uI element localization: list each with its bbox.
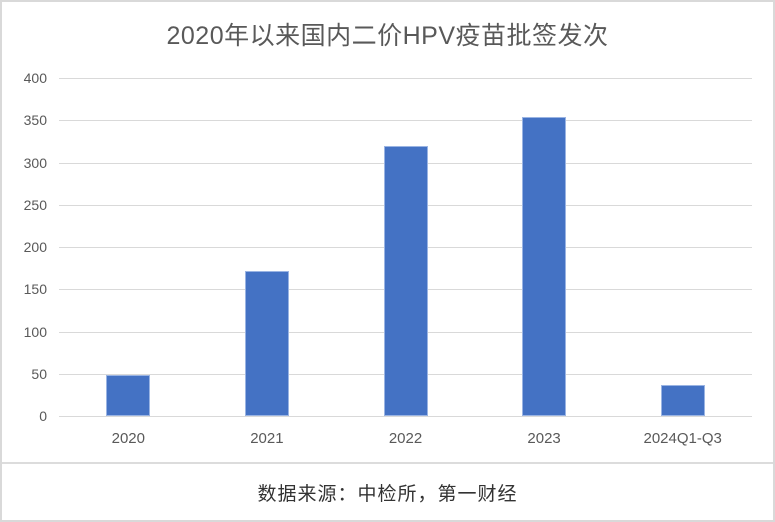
y-tick-label-50: 50 [31, 365, 47, 382]
gridline-350 [59, 120, 752, 122]
bar-2023 [522, 116, 567, 416]
y-tick-label-0: 0 [39, 408, 47, 424]
x-tick-label-2024Q1-Q3: 2024Q1-Q3 [643, 430, 722, 447]
x-tick-label-2021: 2021 [250, 430, 284, 447]
y-tick-label-150: 150 [23, 281, 47, 298]
bar-2020 [106, 375, 151, 416]
y-tick-label-400: 400 [23, 70, 47, 86]
y-tick-label-350: 350 [23, 112, 47, 129]
footer-separator [2, 462, 773, 464]
bar-2024Q1-Q3 [660, 384, 705, 416]
chart-title: 2020年以来国内二价HPV疫苗批签发次 [166, 22, 609, 50]
y-tick-label-250: 250 [23, 196, 47, 213]
y-tick-label-300: 300 [23, 154, 47, 171]
bar-2021 [244, 270, 289, 416]
gridline-0 [59, 416, 752, 417]
y-tick-label-200: 200 [23, 239, 47, 255]
x-tick-label-2022: 2022 [388, 430, 423, 447]
data-source-note: 数据来源：中检所，第一财经 [257, 483, 518, 505]
y-tick-label-100: 100 [23, 323, 47, 340]
x-tick-label-2023: 2023 [527, 430, 561, 447]
x-tick-label-2020: 2020 [111, 430, 145, 447]
bar-2022 [383, 145, 428, 416]
gridline-400 [59, 78, 752, 79]
